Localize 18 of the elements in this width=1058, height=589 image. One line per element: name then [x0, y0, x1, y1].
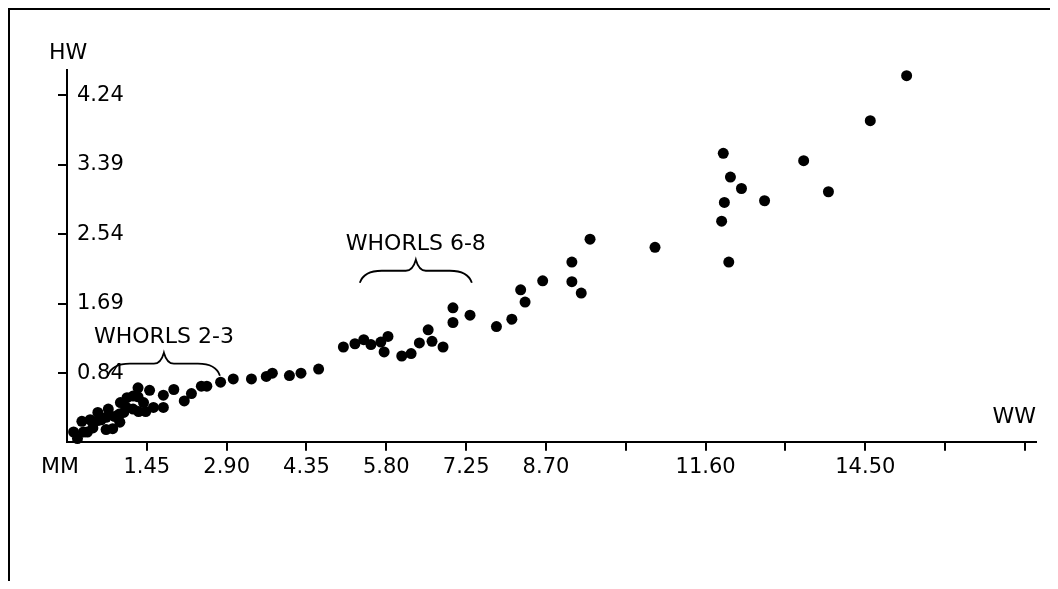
y-tick-label: 2.54: [77, 220, 124, 245]
x-tick-label: 1.45: [123, 453, 171, 478]
x-tick-label: 7.25: [442, 453, 490, 478]
x-tick-label: 14.50: [835, 453, 896, 478]
y-axis-title: HW: [49, 38, 88, 64]
x-axis-title: WW: [992, 402, 1037, 428]
x-tick-label: 11.60: [675, 453, 736, 478]
text: MM: [41, 452, 79, 478]
y-tick-label: 0.84: [77, 359, 124, 384]
x-tick-label: 8.70: [522, 453, 570, 478]
x-tick-label: 5.80: [362, 453, 410, 478]
y-tick-label: 1.69: [77, 290, 124, 315]
annotation: WHORLS 6-8: [345, 230, 486, 256]
annotation: WHORLS 2-3: [93, 323, 234, 349]
y-tick-label: 3.39: [77, 151, 124, 176]
y-tick-label: 4.24: [77, 81, 124, 106]
x-tick-label: 4.35: [283, 453, 330, 478]
x-tick-label: 2.90: [203, 453, 251, 478]
